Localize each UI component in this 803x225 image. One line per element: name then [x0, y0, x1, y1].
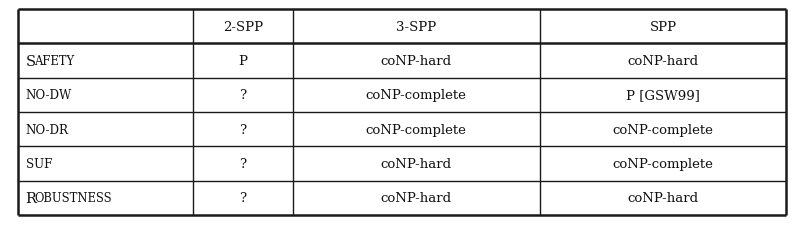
Text: ?: ?: [239, 191, 247, 204]
Text: coNP-hard: coNP-hard: [626, 191, 698, 204]
Text: coNP-hard: coNP-hard: [380, 157, 451, 170]
Text: coNP-complete: coNP-complete: [612, 157, 712, 170]
Text: AFETY: AFETY: [35, 55, 75, 68]
Text: coNP-complete: coNP-complete: [612, 123, 712, 136]
Text: coNP-hard: coNP-hard: [380, 55, 451, 68]
Text: ?: ?: [239, 123, 247, 136]
Text: coNP-hard: coNP-hard: [380, 191, 451, 204]
Text: NO-DW: NO-DW: [26, 89, 71, 102]
Text: S: S: [26, 54, 36, 68]
Text: NO-DR: NO-DR: [26, 123, 68, 136]
Text: ?: ?: [239, 89, 247, 102]
Text: coNP-hard: coNP-hard: [626, 55, 698, 68]
Text: P: P: [238, 55, 247, 68]
Text: OBUSTNESS: OBUSTNESS: [35, 191, 112, 204]
Text: ?: ?: [239, 157, 247, 170]
Text: coNP-complete: coNP-complete: [365, 123, 466, 136]
Text: R: R: [26, 191, 36, 205]
Text: coNP-complete: coNP-complete: [365, 89, 466, 102]
Text: 3-SPP: 3-SPP: [396, 21, 436, 34]
Text: SUF: SUF: [26, 157, 52, 170]
Text: P [GSW99]: P [GSW99]: [626, 89, 699, 102]
Text: SPP: SPP: [649, 21, 675, 34]
Text: 2-SPP: 2-SPP: [222, 21, 263, 34]
